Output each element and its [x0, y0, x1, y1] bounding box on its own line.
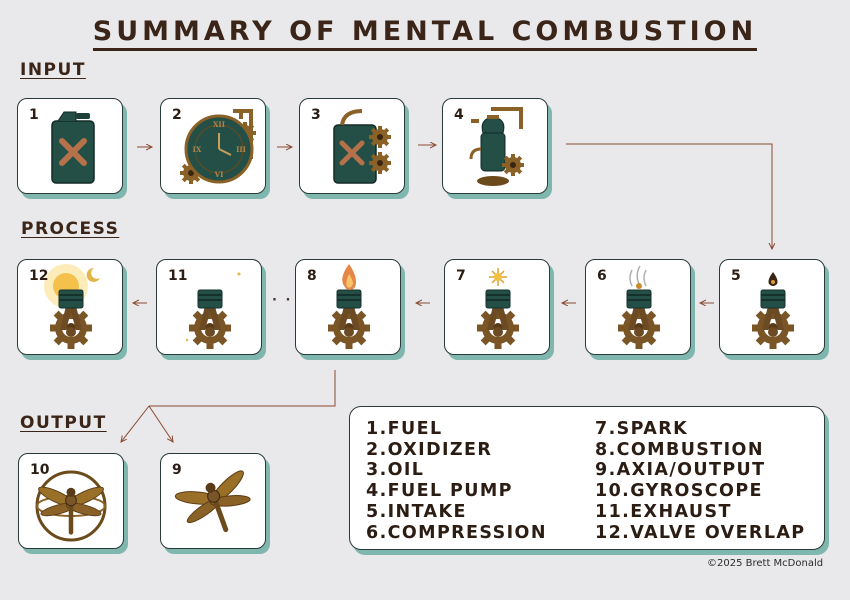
legend-box: 1.FUEL 2.OXIDIZER 3.OIL 4.FUEL PUMP 5.IN… — [349, 406, 825, 550]
arrow-4-to-5 — [566, 143, 772, 249]
piston-sun-icon — [44, 264, 100, 356]
legend-item: 1.FUEL — [366, 419, 443, 439]
card-number: 3 — [311, 107, 321, 123]
legend-item: 4.FUEL PUMP — [366, 481, 513, 502]
card-number: 11 — [168, 268, 188, 284]
piston-drop-icon — [720, 272, 826, 356]
legend-item: 7.SPARK — [595, 419, 689, 439]
card-number: 2 — [172, 107, 182, 123]
card-1-fuel: 1 — [17, 98, 123, 194]
legend-item: 10.GYROSCOPE — [595, 481, 763, 502]
arrow-to-10 — [121, 405, 150, 442]
card-5-intake: 5 — [719, 259, 825, 355]
page-title: SUMMARY OF MENTAL COMBUSTION — [0, 16, 850, 51]
legend-item: 6.COMPRESSION — [366, 522, 547, 543]
card-number: 5 — [731, 268, 741, 284]
legend-item: 8.COMBUSTION — [595, 439, 764, 460]
card-12-valve-overlap: 12 — [17, 259, 123, 355]
section-label-process: PROCESS — [21, 219, 120, 239]
legend-item: 5.INTAKE — [366, 501, 467, 522]
card-7-spark: 7 — [444, 259, 550, 355]
piston-flame-icon — [296, 264, 402, 356]
arrow-to-9 — [148, 405, 173, 442]
copyright: ©2025 Brett McDonald — [707, 558, 824, 569]
section-label-input: INPUT — [20, 60, 86, 80]
ellipsis-connector: · · — [272, 293, 293, 308]
svg-text:IX: IX — [193, 145, 202, 154]
oil-can-icon — [333, 109, 391, 184]
legend-column-left: 1.FUEL 2.OXIDIZER 3.OIL 4.FUEL PUMP 5.IN… — [366, 419, 547, 543]
card-number: 6 — [597, 268, 607, 284]
legend-item: 11.EXHAUST — [595, 501, 732, 522]
fuel-pump-icon — [469, 107, 524, 186]
card-number: 12 — [29, 268, 49, 284]
fuel-can-icon — [51, 111, 95, 184]
legend-item: 2.OXIDIZER — [366, 439, 493, 460]
card-8-combustion: 8 — [295, 259, 401, 355]
card-number: 10 — [30, 462, 50, 478]
card-6-compression: 6 — [585, 259, 691, 355]
dragonfly-gyroscope-icon — [35, 470, 107, 542]
card-2-oxidizer: XII III VI IX 2 — [160, 98, 266, 194]
svg-text:VI: VI — [214, 170, 224, 179]
svg-text:XII: XII — [213, 120, 225, 129]
legend-item: 3.OIL — [366, 460, 425, 481]
arrow-8-to-output — [149, 370, 336, 407]
card-number: 8 — [307, 268, 317, 284]
card-number: 9 — [172, 462, 182, 478]
piston-spark-icon — [445, 268, 551, 356]
card-11-exhaust: 11 — [156, 259, 262, 355]
svg-text:III: III — [236, 145, 246, 154]
piston-steam-icon — [586, 265, 692, 356]
card-number: 4 — [454, 107, 464, 123]
card-number: 7 — [456, 268, 466, 284]
card-number: 1 — [29, 107, 39, 123]
legend-item: 9.AXIA/OUTPUT — [595, 460, 766, 481]
legend-item: 12.VALVE OVERLAP — [595, 522, 806, 543]
card-4-fuel-pump: 4 — [442, 98, 548, 194]
piston-moon-icon — [185, 268, 241, 356]
clock-gear-icon: XII III VI IX — [180, 109, 256, 184]
card-10-gyroscope: 10 — [18, 453, 124, 549]
card-3-oil: 3 — [299, 98, 405, 194]
section-label-output: OUTPUT — [20, 413, 107, 433]
legend-column-right: 7.SPARK 8.COMBUSTION 9.AXIA/OUTPUT 10.GY… — [595, 419, 806, 543]
card-9-axia-output: 9 — [160, 453, 266, 549]
